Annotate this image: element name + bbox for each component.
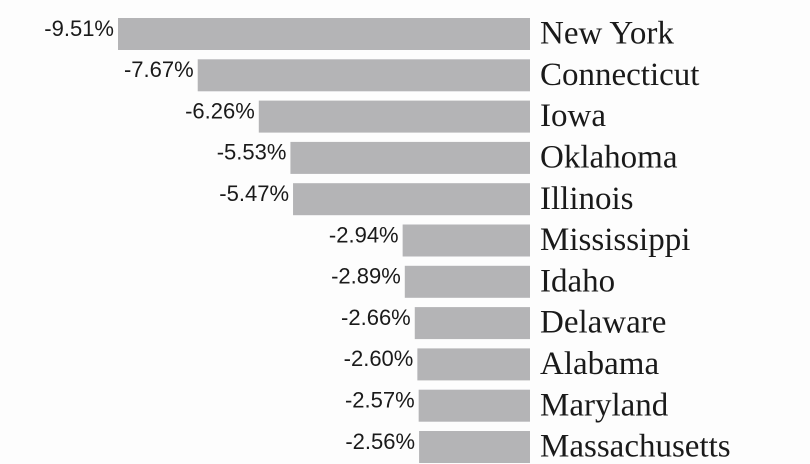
value-label: -2.56% <box>345 429 415 454</box>
category-label: Delaware <box>540 305 666 341</box>
value-label: -9.51% <box>44 16 114 41</box>
category-label: Illinois <box>540 181 634 217</box>
bar <box>118 18 530 50</box>
bar <box>197 59 530 92</box>
value-label: -2.89% <box>331 264 401 289</box>
category-label: New York <box>540 16 674 52</box>
value-label: -6.26% <box>185 98 255 123</box>
value-label: -5.53% <box>217 140 287 165</box>
bar <box>414 307 530 340</box>
bar <box>404 265 530 298</box>
bar <box>258 100 530 133</box>
category-label: Alabama <box>540 346 659 382</box>
value-label: -2.60% <box>344 346 414 371</box>
category-label: Massachusetts <box>540 429 731 464</box>
category-label: Connecticut <box>540 57 699 93</box>
bar <box>293 183 530 216</box>
category-label: Oklahoma <box>540 139 678 175</box>
category-label: Idaho <box>540 263 615 299</box>
value-label: -2.57% <box>345 388 415 413</box>
category-label: Iowa <box>540 98 606 134</box>
value-label: -2.66% <box>341 305 411 330</box>
value-label: -2.94% <box>329 222 399 247</box>
bar <box>290 141 530 174</box>
bar <box>417 348 530 381</box>
category-label: Mississippi <box>540 222 690 258</box>
bar <box>402 224 530 257</box>
value-label: -7.67% <box>124 57 194 82</box>
value-label: -5.47% <box>219 181 289 206</box>
category-label: Maryland <box>540 387 669 423</box>
bar <box>418 389 530 422</box>
bar <box>419 431 530 463</box>
